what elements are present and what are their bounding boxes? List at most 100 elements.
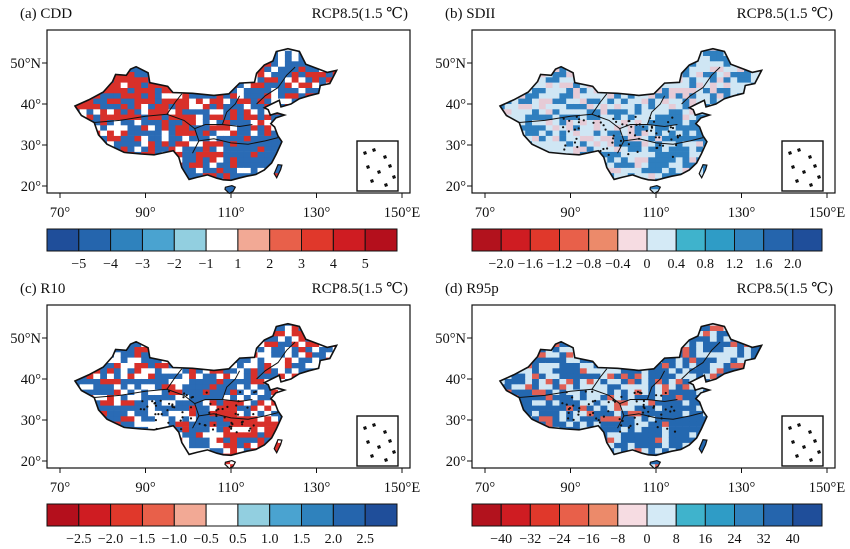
region-boundary: [681, 341, 721, 380]
lat-tick-label: 20°: [446, 454, 467, 470]
colorbar-label: 5: [362, 257, 369, 272]
colorbar-label: 32: [757, 532, 771, 547]
colorbar-label: 0.4: [667, 257, 685, 272]
lat-tick-label: 40°: [21, 97, 42, 113]
colorbar-segment: [500, 503, 531, 527]
lon-tick-label: 130°: [303, 480, 331, 496]
colorbar: [46, 503, 398, 527]
lon-tick-label: 70°: [50, 480, 71, 496]
colorbar-segment: [205, 228, 239, 252]
significance-dots: [561, 390, 677, 433]
colorbar-segment: [646, 228, 677, 252]
colorbar-segment: [364, 228, 398, 252]
colorbar-label: −32: [519, 532, 541, 547]
panel-a: (a) CDD RCP8.5(1.5 ℃) 70° 90° 110° 130° 150°E 5…: [0, 0, 425, 274]
colorbar-label: 1.0: [261, 532, 279, 547]
scenario-label: RCP8.5(1.5 ℃): [737, 281, 833, 297]
colorbar-segment: [617, 503, 648, 527]
lon-tick-label: 70°: [50, 205, 71, 221]
colorbar-label: 16: [698, 532, 712, 547]
region-boundary: [256, 341, 296, 380]
lon-tick-label: 90°: [135, 205, 156, 221]
lon-tick-label: 130°: [728, 480, 756, 496]
colorbar-label: 1.2: [726, 257, 744, 272]
lon-tick-label: 150°E: [384, 480, 421, 496]
colorbar-label: 1: [234, 257, 241, 272]
region-boundary: [623, 412, 704, 420]
colorbar-segment: [173, 503, 207, 527]
colorbar-label: −1.2: [547, 257, 572, 272]
china-boundary: [73, 322, 339, 457]
colorbar-label: −1.0: [162, 532, 187, 547]
panel-c: (c) R10 RCP8.5(1.5 ℃) 70° 90° 110° 130° 150°E 5…: [0, 275, 425, 549]
colorbar-segment: [792, 503, 823, 527]
colorbar-segment: [301, 503, 334, 527]
region-boundary: [198, 137, 279, 145]
region-boundary: [94, 113, 200, 154]
significance-dots: [562, 115, 681, 158]
colorbar-label: −1: [199, 257, 214, 272]
colorbar-segment: [301, 228, 334, 252]
colorbar: [471, 503, 823, 527]
colorbar-segment: [588, 503, 619, 527]
colorbar-segment: [646, 503, 677, 527]
inset-islands: [363, 423, 396, 462]
lat-tick-label: 40°: [446, 97, 467, 113]
panel-d-svg: (d) R95p RCP8.5(1.5 ℃) 70° 90° 110° 130° 150°E…: [435, 281, 845, 547]
panel-title: (a) CDD: [20, 6, 72, 22]
colorbar-segment: [529, 503, 561, 527]
colorbar-label: 8: [673, 532, 680, 547]
taiwan-boundary: [273, 164, 283, 180]
inset-islands: [788, 148, 821, 187]
lat-tick-label: 20°: [21, 179, 42, 195]
colorbar-label: 40: [786, 532, 800, 547]
colorbar-segment: [237, 503, 271, 527]
lon-tick-label: 130°: [728, 205, 756, 221]
hainan-boundary: [649, 459, 662, 470]
colorbar-segment: [110, 503, 143, 527]
china-boundary: [498, 47, 764, 182]
region-boundary: [646, 370, 666, 400]
lat-tick-label: 30°: [21, 138, 42, 154]
lat-tick-label: 50°N: [10, 331, 41, 347]
panel-title: (c) R10: [20, 281, 65, 297]
lon-tick-label: 70°: [475, 480, 496, 496]
colorbar-label: −1.6: [518, 257, 543, 272]
colorbar-segment: [269, 228, 303, 252]
lon-tick-label: 90°: [560, 205, 581, 221]
panel-a-svg: (a) CDD RCP8.5(1.5 ℃)70° 90° 110° 130° 150°E5…: [10, 6, 420, 272]
colorbar-segment: [792, 228, 823, 252]
taiwan-boundary: [698, 164, 708, 180]
colorbar-label: 1.5: [293, 532, 311, 547]
china-boundary: [498, 322, 764, 457]
south-china-sea-inset: [356, 140, 399, 192]
colorbar-segment: [237, 228, 271, 252]
colorbar-label: 0: [644, 532, 651, 547]
colorbar-segment: [110, 228, 143, 252]
lat-tick-label: 40°: [21, 372, 42, 388]
scenario-label: RCP8.5(1.5 ℃): [737, 6, 833, 22]
region-boundary: [256, 66, 296, 105]
colorbar-label: −3: [135, 257, 150, 272]
colorbar-segment: [205, 503, 239, 527]
region-boundary: [166, 368, 183, 390]
hainan-boundary: [649, 184, 662, 195]
colorbar-segment: [173, 228, 207, 252]
lat-tick-label: 20°: [21, 454, 42, 470]
region-boundary: [519, 113, 625, 154]
lon-tick-label: 110°: [642, 205, 669, 221]
region-boundary: [198, 412, 279, 420]
south-china-sea-inset: [781, 140, 824, 192]
colorbar-segment: [588, 228, 619, 252]
colorbar-segment: [763, 228, 794, 252]
colorbar-segment: [559, 503, 590, 527]
lon-tick-label: 150°E: [809, 205, 846, 221]
lon-tick-label: 90°: [135, 480, 156, 496]
colorbar-label: 3: [298, 257, 305, 272]
colorbar-label: 2.0: [784, 257, 802, 272]
colorbar: [46, 228, 398, 252]
colorbar-segment: [675, 503, 706, 527]
hainan-boundary: [224, 184, 237, 195]
colorbar-label: 0.8: [697, 257, 715, 272]
panel-b: (b) SDII RCP8.5(1.5 ℃) 70° 90° 110° 130° 150°E…: [425, 0, 850, 274]
